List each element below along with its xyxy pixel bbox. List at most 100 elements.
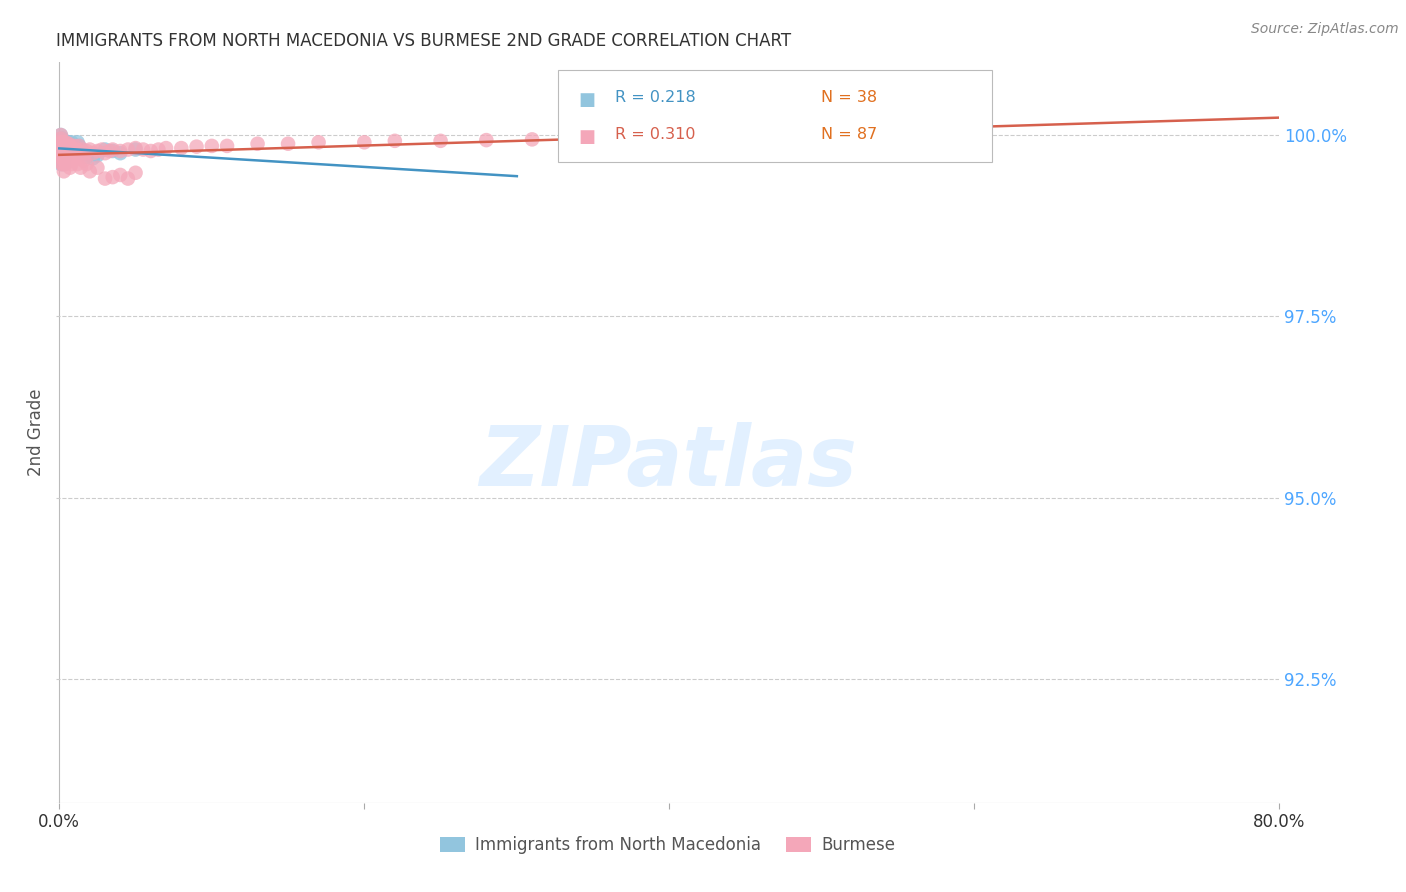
Point [51,153,73,168]
Point [63,139,86,153]
Point [56,139,79,153]
Point [56,153,79,168]
Point [110,144,132,158]
Point [49,139,72,153]
Point [69,161,91,175]
Text: R = 0.218: R = 0.218 [616,90,696,104]
Point [52,139,75,153]
Point [94,143,117,157]
Point [124,166,146,180]
Point [55,150,77,164]
Point [51,143,73,157]
Point [56,144,79,158]
Point [66,136,89,150]
Point [49,131,72,145]
Legend: Immigrants from North Macedonia, Burmese: Immigrants from North Macedonia, Burmese [433,830,903,861]
Point [65,139,87,153]
Text: ■: ■ [578,91,596,109]
Point [49,136,72,150]
Point [49,139,72,153]
Point [55,136,77,150]
Point [124,143,146,157]
Point [51,157,73,171]
Point [170,141,193,155]
Point [58,136,80,150]
Point [86,144,108,158]
Point [51,139,73,153]
Point [67,139,90,153]
Point [82,146,104,161]
Point [60,141,83,155]
Text: IMMIGRANTS FROM NORTH MACEDONIA VS BURMESE 2ND GRADE CORRELATION CHART: IMMIGRANTS FROM NORTH MACEDONIA VS BURME… [56,32,792,50]
Point [52,164,75,178]
Point [51,136,73,150]
Point [70,143,93,157]
Point [56,139,79,153]
Point [55,143,77,157]
Point [110,146,132,161]
Point [52,157,75,171]
Point [201,139,224,153]
Point [52,153,75,168]
FancyBboxPatch shape [558,70,993,162]
Point [582,131,605,145]
Text: R = 0.310: R = 0.310 [616,128,696,143]
Point [65,143,87,157]
Point [124,141,146,155]
Point [52,136,75,150]
Point [55,146,77,161]
Point [58,143,80,157]
Point [51,143,73,157]
Point [51,157,73,171]
Point [384,134,406,148]
Point [63,150,86,164]
Point [51,143,73,157]
Point [49,157,72,171]
Point [86,148,108,162]
Point [49,136,72,150]
Point [73,153,96,168]
Point [49,128,72,142]
Point [82,151,104,165]
Point [58,144,80,158]
Point [49,150,72,164]
Point [49,146,72,161]
Point [429,134,451,148]
Text: N = 38: N = 38 [821,90,877,104]
Point [55,157,77,171]
Point [76,144,98,158]
Point [94,171,117,186]
Point [91,143,114,157]
Point [76,157,98,171]
Point [66,144,89,158]
Point [139,144,162,158]
Point [55,136,77,150]
Point [101,170,124,185]
Point [132,143,155,157]
Point [79,164,101,178]
Point [51,150,73,164]
Point [353,136,375,150]
Point [60,148,83,162]
Point [856,128,879,142]
Point [63,146,86,161]
Text: N = 87: N = 87 [821,128,877,143]
Point [63,143,86,157]
Point [186,139,208,153]
Point [520,132,543,146]
Point [76,150,98,164]
Point [56,148,79,162]
Point [308,136,330,150]
Point [475,133,498,147]
Point [60,136,83,150]
Y-axis label: 2nd Grade: 2nd Grade [27,389,45,476]
Point [52,139,75,153]
Point [98,144,121,158]
Point [155,141,177,155]
Point [59,139,82,153]
Point [110,168,132,182]
Point [75,146,97,161]
Point [56,146,79,161]
Point [101,144,124,158]
Point [52,146,75,161]
